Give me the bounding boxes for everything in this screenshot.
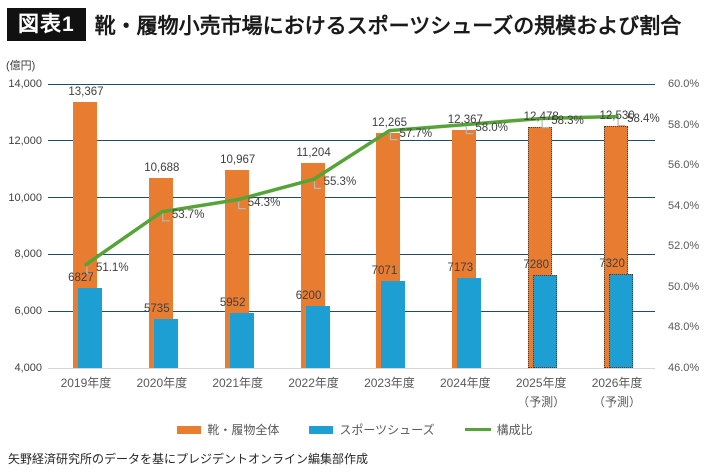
source-attribution: 矢野経済研究所のデータを基にプレジデントオンライン編集部作成 — [8, 452, 369, 466]
x-axis-year: 2021年度 — [212, 376, 264, 390]
legend-item: 靴・履物全体 — [177, 421, 279, 438]
bar-value-label: 6827 — [68, 271, 94, 284]
ratio-point-label: 54.3% — [247, 196, 281, 209]
ratio-point-label: 58.3% — [551, 115, 584, 128]
legend-label: スポーツシューズ — [339, 423, 435, 437]
bar-value-label: 10,688 — [144, 162, 180, 175]
ratio-point-label: 58.0% — [475, 121, 508, 134]
x-axis-year: 2022年度 — [288, 376, 339, 390]
legend-swatch-bar — [309, 425, 334, 434]
x-axis-year: 2019年度 — [60, 376, 112, 390]
left-axis-tick: 10,000 — [8, 191, 42, 204]
x-axis-year: 2026年度 — [591, 376, 643, 390]
bar-value-label: 10,967 — [220, 154, 256, 167]
x-axis-label: 2022年度 — [276, 374, 352, 393]
x-axis-label: 2026年度 （予測） — [579, 374, 655, 412]
gridline — [48, 310, 655, 312]
bar-value-label: 13,367 — [68, 85, 104, 98]
x-axis-year: 2024年度 — [439, 376, 491, 390]
right-axis-tick: 46.0% — [668, 362, 700, 374]
gridline — [48, 367, 655, 369]
bar-value-label: 7173 — [447, 261, 474, 274]
legend-swatch-bar — [177, 425, 202, 434]
bar-sports — [457, 277, 482, 368]
x-axis-forecast-note: （予測） — [517, 395, 566, 410]
right-axis-tick: 58.0% — [668, 118, 700, 131]
legend-label: 構成比 — [496, 423, 533, 437]
legend-swatch-line — [464, 427, 491, 432]
right-axis-tick: 54.0% — [668, 199, 700, 212]
x-axis-year: 2025年度 — [515, 376, 567, 390]
ratio-point-label: 58.4% — [627, 113, 660, 126]
bar-sports — [153, 318, 178, 368]
x-axis-year: 2023年度 — [364, 376, 415, 390]
figure-header: 図表1 靴・履物小売市場におけるスポーツシューズの規模および割合 — [7, 8, 682, 42]
legend-label: 靴・履物全体 — [207, 423, 280, 437]
x-axis-label: 2021年度 — [200, 374, 276, 393]
bar-value-label: 6200 — [295, 289, 322, 302]
x-axis-label: 2023年度 — [351, 374, 427, 393]
bar-sports — [609, 273, 634, 368]
x-axis-label: 2020年度 — [124, 374, 200, 393]
bar-value-label: 7071 — [371, 264, 398, 277]
x-axis-label: 2019年度 — [48, 374, 124, 393]
bar-sports — [229, 312, 254, 368]
gridline — [48, 253, 655, 255]
x-axis-label: 2025年度 （予測） — [503, 374, 579, 412]
ratio-point-label: 53.7% — [171, 208, 205, 221]
left-axis-tick: 8,000 — [14, 248, 42, 261]
legend-item: スポーツシューズ — [309, 421, 435, 438]
page-title: 靴・履物小売市場におけるスポーツシューズの規模および割合 — [94, 14, 682, 38]
right-axis-tick: 50.0% — [668, 280, 700, 293]
x-axis-forecast-note: （予測） — [593, 395, 642, 410]
ratio-point-label: 51.1% — [95, 261, 129, 274]
bar-value-label: 5952 — [219, 296, 246, 309]
bar-value-label: 7320 — [599, 257, 625, 270]
legend-item: 構成比 — [464, 421, 533, 438]
left-axis-tick: 6,000 — [14, 305, 42, 318]
gridline — [48, 140, 655, 142]
right-axis-tick: 52.0% — [668, 240, 700, 253]
bar-sports — [305, 305, 330, 368]
chart-legend: 靴・履物全体 スポーツシューズ 構成比 — [0, 421, 710, 438]
x-axis-label: 2024年度 — [427, 374, 503, 393]
bar-value-label: 5735 — [144, 302, 170, 315]
right-axis-tick: 60.0% — [668, 78, 700, 90]
left-axis-tick: 12,000 — [8, 134, 42, 147]
bar-value-label: 7280 — [523, 258, 549, 271]
right-axis-tick: 48.0% — [668, 321, 700, 334]
bar-sports — [381, 280, 406, 368]
bar-sports — [533, 274, 558, 368]
ratio-point-label: 55.3% — [323, 176, 357, 189]
figure-number-badge: 図表1 — [7, 8, 86, 42]
left-axis-unit-label: (億円) — [6, 60, 36, 72]
left-axis-tick: 14,000 — [8, 78, 42, 90]
x-axis-year: 2020年度 — [136, 376, 188, 390]
ratio-point-label: 57.7% — [399, 127, 433, 140]
left-axis-tick: 4,000 — [14, 362, 42, 374]
gridline — [48, 197, 655, 199]
right-axis-tick: 56.0% — [668, 159, 700, 172]
gridline — [48, 83, 655, 85]
bar-value-label: 11,204 — [296, 147, 331, 160]
bar-sports — [77, 287, 102, 368]
